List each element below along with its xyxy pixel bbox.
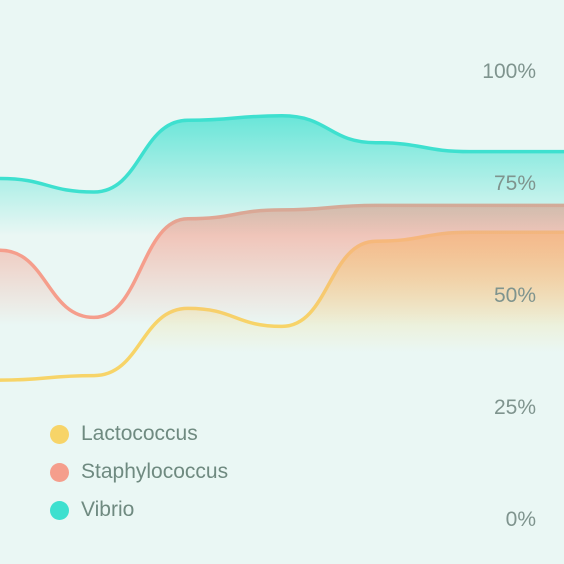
legend-dot-icon xyxy=(50,500,69,520)
y-axis-ticks: 100% 75% 50% 25% 0% xyxy=(482,60,536,531)
legend-item-staphylococcus: Staphylococcus xyxy=(50,460,228,484)
area-layer xyxy=(0,114,564,520)
y-tick-label: 25% xyxy=(494,396,536,419)
legend-dot-icon xyxy=(50,462,69,482)
y-tick-label: 50% xyxy=(494,284,536,307)
legend-item-lactococcus: Lactococcus xyxy=(50,422,228,446)
legend-label: Vibrio xyxy=(81,498,135,521)
area-fill-vibrio xyxy=(0,115,564,520)
series-line-vibrio xyxy=(0,114,564,194)
y-tick-label: 75% xyxy=(494,172,536,195)
legend-label: Lactococcus xyxy=(81,422,198,445)
legend-label: Staphylococcus xyxy=(81,460,229,483)
legend-dot-icon xyxy=(50,424,69,444)
y-tick-label: 100% xyxy=(482,60,536,83)
legend: Lactococcus Staphylococcus Vibrio xyxy=(50,422,228,522)
y-tick-label: 0% xyxy=(506,508,536,531)
legend-item-vibrio: Vibrio xyxy=(50,498,228,522)
